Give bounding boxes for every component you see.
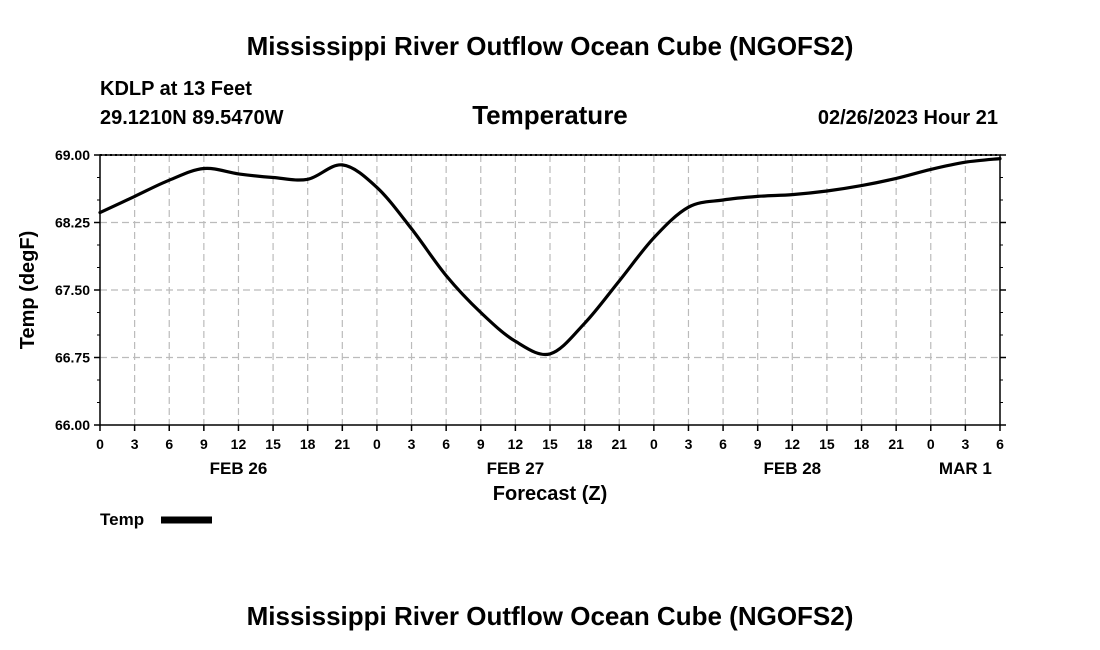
y-tick-label: 66.00 xyxy=(55,417,90,433)
x-tick-label: 0 xyxy=(373,436,381,452)
x-tick-label: 0 xyxy=(96,436,104,452)
x-tick-label: 12 xyxy=(508,436,524,452)
x-tick-label: 3 xyxy=(961,436,969,452)
x-tick-label: 18 xyxy=(577,436,593,452)
x-tick-label: 0 xyxy=(927,436,935,452)
x-tick-label: 12 xyxy=(231,436,247,452)
x-tick-label: 6 xyxy=(996,436,1004,452)
day-label: FEB 26 xyxy=(210,459,268,478)
legend: Temp xyxy=(100,510,212,529)
station-coords: 29.1210N 89.5470W xyxy=(100,107,284,129)
chart-title: Temperature xyxy=(472,100,628,130)
x-tick-label: 9 xyxy=(477,436,485,452)
x-tick-labels: 0 3 6 9 12 15 18 21 0 3 6 9 12 15 18 21 0 3 6 9 12 15 18 21 0 3 6 xyxy=(96,436,1004,452)
x-tick-label: 6 xyxy=(719,436,727,452)
x-tick-label: 9 xyxy=(200,436,208,452)
y-tick-label: 66.75 xyxy=(55,350,90,366)
x-tick-label: 18 xyxy=(300,436,316,452)
x-tick-label: 0 xyxy=(650,436,658,452)
x-tick-label: 18 xyxy=(854,436,870,452)
axis-ticks xyxy=(94,154,1006,431)
data-series xyxy=(98,157,1002,357)
x-tick-label: 21 xyxy=(335,436,351,452)
day-label: FEB 27 xyxy=(487,459,545,478)
station-label: KDLP at 13 Feet xyxy=(100,78,252,100)
x-tick-label: 6 xyxy=(442,436,450,452)
y-tick-label: 68.25 xyxy=(55,215,90,231)
day-label: FEB 28 xyxy=(763,459,821,478)
x-tick-label: 3 xyxy=(685,436,693,452)
day-labels: FEB 26 FEB 27 FEB 28 MAR 1 xyxy=(210,459,992,478)
y-tick-label: 67.50 xyxy=(55,282,90,298)
x-tick-label: 6 xyxy=(165,436,173,452)
x-tick-label: 3 xyxy=(131,436,139,452)
legend-label: Temp xyxy=(100,510,144,529)
x-tick-label: 3 xyxy=(408,436,416,452)
x-tick-label: 15 xyxy=(542,436,558,452)
x-tick-label: 15 xyxy=(819,436,835,452)
x-tick-label: 9 xyxy=(754,436,762,452)
y-tick-label: 69.00 xyxy=(55,147,90,163)
x-axis-label: Forecast (Z) xyxy=(493,483,607,505)
x-tick-label: 21 xyxy=(888,436,904,452)
grid-lines xyxy=(100,155,1000,425)
y-tick-labels: 66.00 66.75 67.50 68.25 69.00 xyxy=(55,147,90,433)
main-title: Mississippi River Outflow Ocean Cube (NG… xyxy=(247,31,854,61)
footer-title: Mississippi River Outflow Ocean Cube (NG… xyxy=(247,601,854,631)
x-tick-label: 15 xyxy=(265,436,281,452)
y-axis-label: Temp (degF) xyxy=(17,231,39,350)
x-tick-label: 12 xyxy=(785,436,801,452)
day-label: MAR 1 xyxy=(939,459,992,478)
x-tick-label: 21 xyxy=(611,436,627,452)
forecast-datetime: 02/26/2023 Hour 21 xyxy=(818,107,998,129)
series-line-temp xyxy=(98,157,1002,357)
